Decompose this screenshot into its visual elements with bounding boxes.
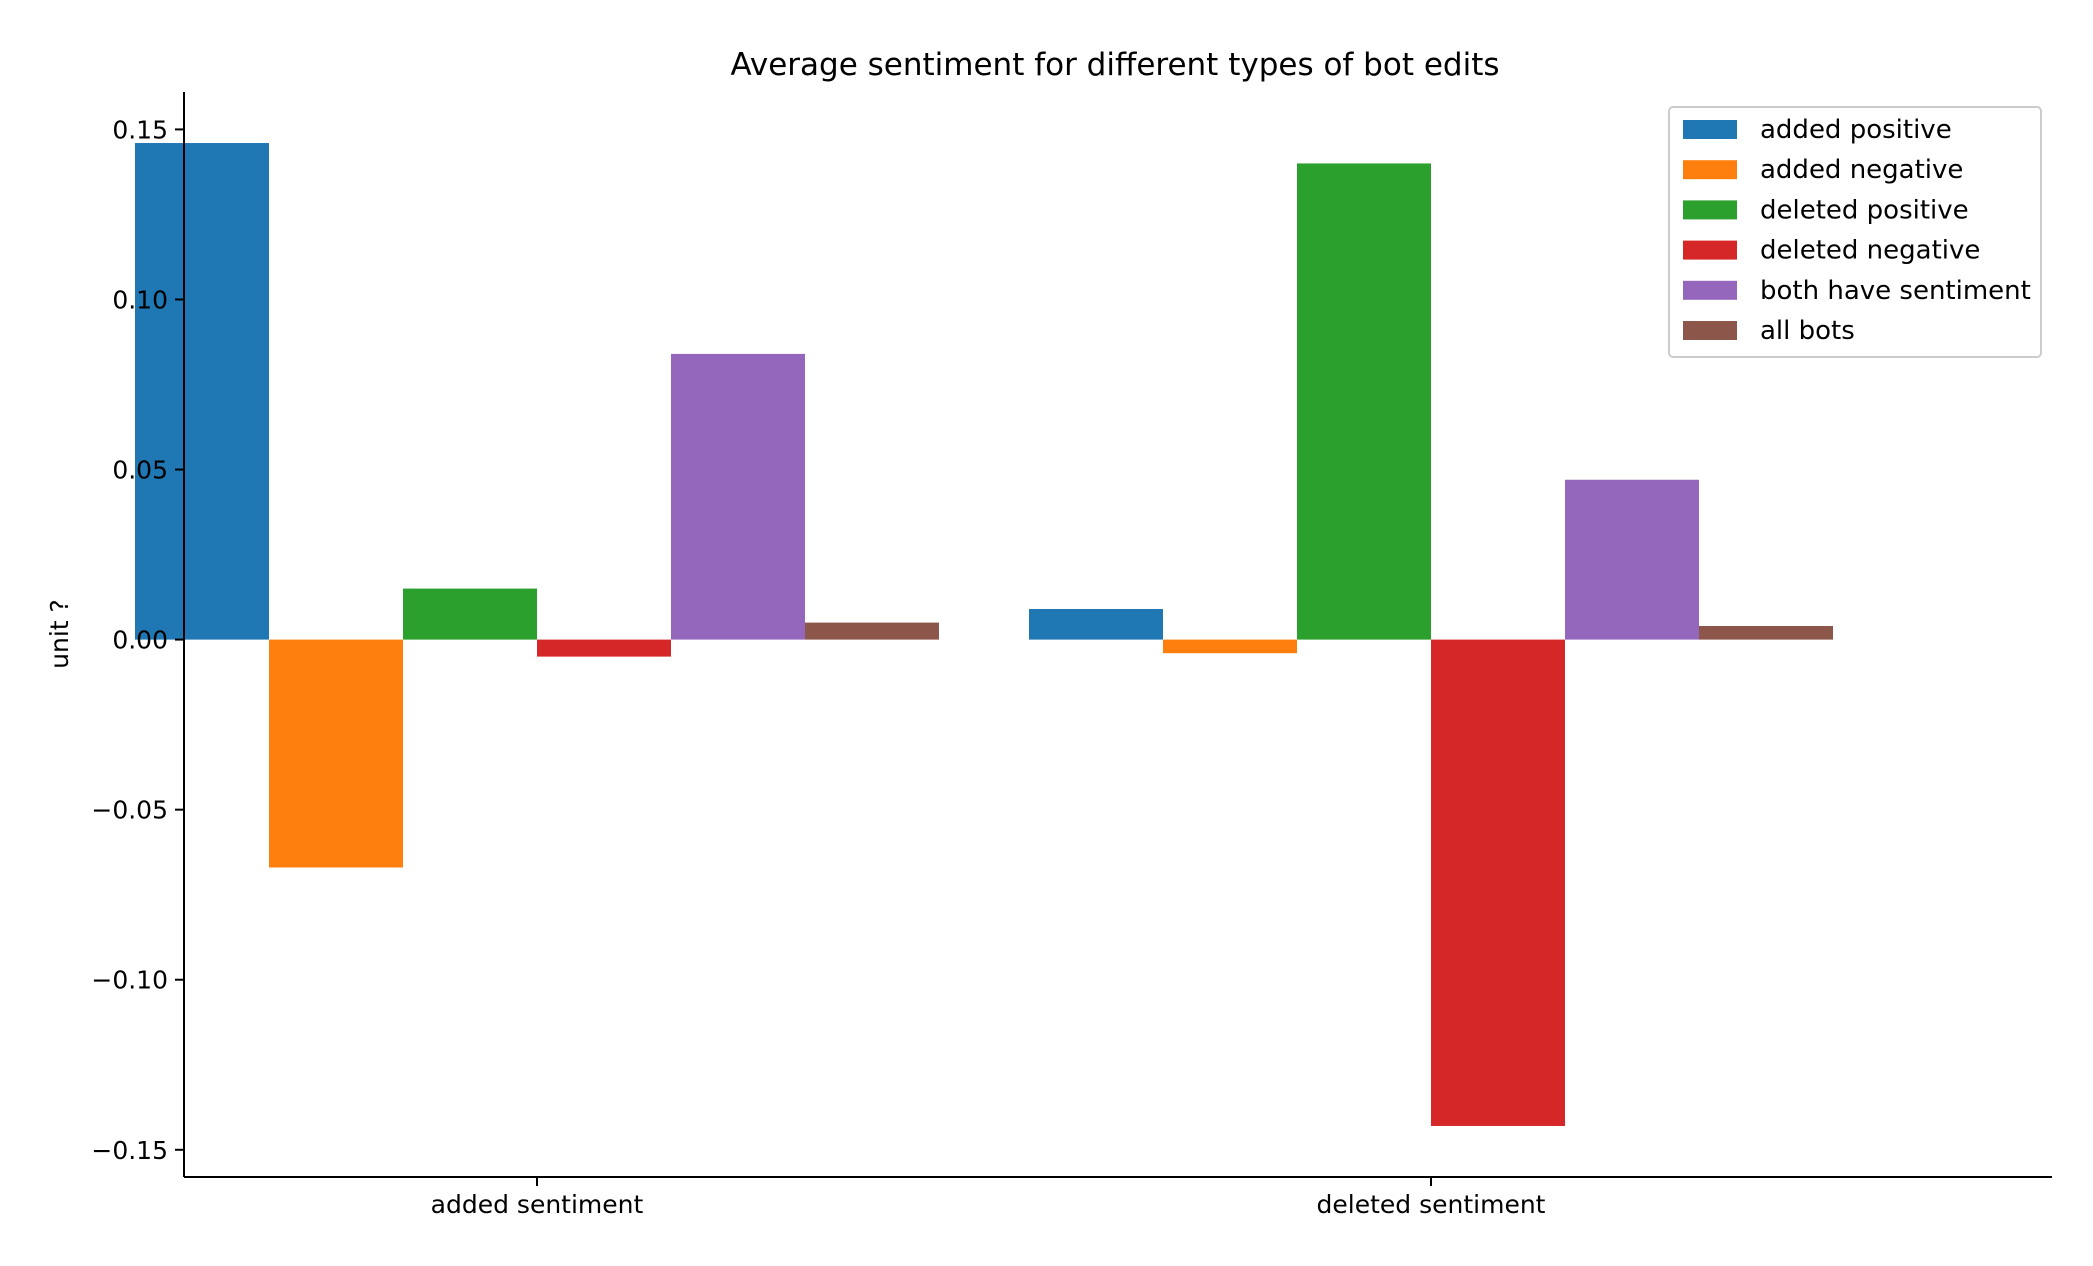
bar-deleted-negative-added-sentiment bbox=[537, 639, 671, 657]
y-tick-label: −0.10 bbox=[91, 966, 168, 995]
ticks-group: 0.15 0.10 0.05 0.00 −0.05 −0.10 −0.15 added sen… bbox=[91, 115, 1545, 1219]
axes-group bbox=[183, 92, 2052, 1178]
bar-both-have-sentiment-deleted-sentiment bbox=[1565, 479, 1699, 640]
chart-title: Average sentiment for different types of… bbox=[730, 47, 1499, 83]
legend-label: all bots bbox=[1760, 316, 1855, 346]
bar-added-negative-added-sentiment bbox=[269, 639, 403, 868]
bar-deleted-negative-deleted-sentiment bbox=[1431, 639, 1565, 1126]
legend-label: added negative bbox=[1760, 155, 1963, 185]
bar-added-positive-added-sentiment bbox=[135, 143, 269, 640]
legend-label: both have sentiment bbox=[1760, 276, 2031, 306]
y-tick-label: 0.15 bbox=[112, 115, 168, 144]
legend-label: added positive bbox=[1760, 115, 1952, 145]
legend: added positive added negative deleted posi… bbox=[1668, 106, 2042, 358]
x-tick-label: added sentiment bbox=[431, 1190, 644, 1219]
bar-all-bots-deleted-sentiment bbox=[1699, 625, 1833, 640]
legend-swatch bbox=[1683, 280, 1737, 300]
legend-label: deleted positive bbox=[1760, 195, 1969, 225]
y-tick-label: −0.05 bbox=[91, 796, 168, 825]
legend-frame bbox=[1668, 106, 2042, 358]
y-tick-label: 0.05 bbox=[112, 456, 168, 485]
y-axis-label: unit ? bbox=[45, 599, 74, 669]
legend-swatch bbox=[1683, 160, 1737, 180]
legend-swatch bbox=[1683, 120, 1737, 139]
bar-all-bots-added-sentiment bbox=[805, 622, 939, 640]
legend-swatch bbox=[1683, 240, 1737, 260]
bar-added-negative-deleted-sentiment bbox=[1163, 639, 1297, 654]
legend-swatch bbox=[1683, 321, 1737, 340]
bars-group bbox=[135, 143, 1833, 1126]
bar-added-positive-deleted-sentiment bbox=[1029, 608, 1163, 640]
bar-deleted-positive-added-sentiment bbox=[403, 588, 537, 640]
bar-both-have-sentiment-added-sentiment bbox=[671, 353, 805, 640]
x-tick-label: deleted sentiment bbox=[1317, 1190, 1546, 1219]
y-tick-label: 0.00 bbox=[112, 626, 168, 655]
y-tick-label: −0.15 bbox=[91, 1136, 168, 1165]
legend-label: deleted negative bbox=[1760, 236, 1980, 266]
y-tick-label: 0.10 bbox=[112, 285, 168, 314]
bar-deleted-positive-deleted-sentiment bbox=[1297, 163, 1431, 640]
legend-swatch bbox=[1683, 200, 1737, 220]
